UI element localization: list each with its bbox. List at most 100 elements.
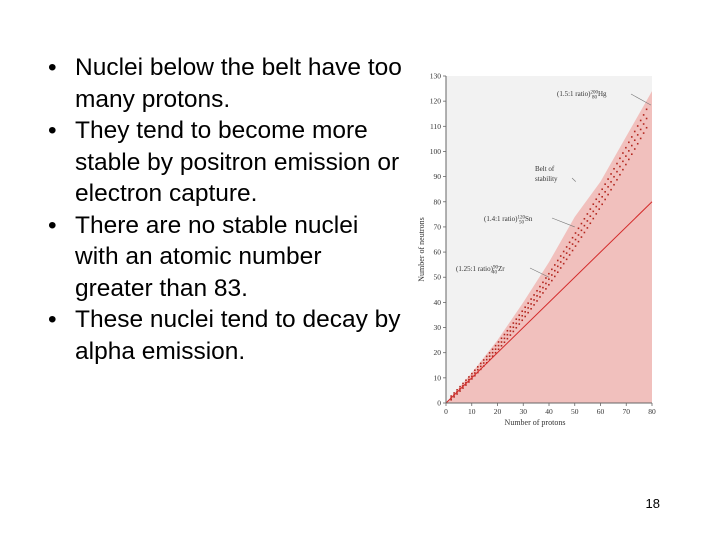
- annotation-label: (1.25:1 ratio)90 40Zr: [456, 265, 505, 276]
- stable-nucleus-point: [497, 341, 500, 343]
- stable-nucleus-point: [628, 150, 630, 152]
- stable-nucleus-point: [622, 168, 624, 171]
- stable-nucleus-point: [636, 134, 639, 136]
- stable-nucleus-point: [636, 142, 639, 145]
- y-tick-label: 40: [434, 298, 442, 307]
- stable-nucleus-point: [536, 300, 538, 302]
- x-tick-label: 40: [545, 407, 553, 416]
- stable-nucleus-point: [536, 295, 538, 297]
- stable-nucleus-point: [521, 319, 524, 322]
- stable-nucleus-point: [530, 303, 532, 305]
- stable-nucleus-point: [474, 374, 476, 377]
- bullet-text: Nuclei below the belt have too many prot…: [75, 54, 402, 113]
- belt-of-stability-chart: 0 10 20 30 40 50 60 70 80 90 100 110 120 130 0 10 20 30 40…: [404, 68, 670, 438]
- stable-nucleus-point: [479, 362, 482, 365]
- stable-nucleus-point: [574, 238, 577, 241]
- bullet-marker: •: [48, 211, 57, 239]
- stable-nucleus-point: [574, 232, 577, 234]
- stable-nucleus-point: [592, 217, 595, 220]
- stable-nucleus-point: [613, 175, 615, 178]
- stable-nucleus-point: [622, 160, 624, 163]
- stable-nucleus-point: [583, 224, 586, 227]
- stable-nucleus-point: [604, 183, 606, 185]
- bullet-list: • Nuclei below the belt have too many pro…: [42, 52, 402, 367]
- stable-nucleus-point: [619, 165, 621, 168]
- stable-nucleus-point: [586, 213, 589, 215]
- stable-nucleus-point: [474, 369, 476, 372]
- stable-nucleus-point: [471, 375, 473, 378]
- stable-nucleus-point: [468, 381, 470, 383]
- stable-nucleus-point: [577, 227, 580, 230]
- bullet-item: • They tend to become more stable by posi…: [42, 115, 402, 210]
- y-tick-label: 60: [434, 248, 442, 257]
- stable-nucleus-point: [494, 348, 497, 350]
- bullet-text: These nuclei tend to decay by alpha emis…: [75, 306, 401, 365]
- stable-nucleus-point: [506, 333, 509, 336]
- x-tick-label: 20: [494, 407, 502, 416]
- stable-nucleus-point: [548, 283, 550, 286]
- stable-nucleus-point: [559, 255, 562, 257]
- stable-nucleus-point: [645, 108, 648, 111]
- y-tick-label: 30: [434, 323, 442, 332]
- stable-nucleus-point: [539, 290, 541, 293]
- stable-nucleus-point: [589, 208, 592, 210]
- stable-nucleus-point: [524, 306, 526, 309]
- stable-nucleus-point: [598, 193, 601, 196]
- stable-nucleus-point: [633, 139, 636, 142]
- stable-nucleus-point: [456, 389, 458, 391]
- stable-nucleus-point: [453, 392, 455, 394]
- stable-nucleus-point: [604, 198, 606, 201]
- bullet-item: • Nuclei below the belt have too many pro…: [42, 52, 402, 115]
- x-tick-label: 0: [444, 407, 448, 416]
- stable-nucleus-point: [465, 379, 467, 382]
- stable-nucleus-point: [506, 329, 509, 332]
- stable-nucleus-point: [459, 390, 461, 392]
- stable-nucleus-point: [474, 372, 476, 374]
- stable-nucleus-point: [577, 240, 580, 243]
- stable-nucleus-point: [506, 337, 509, 340]
- stable-nucleus-point: [553, 269, 556, 272]
- stable-nucleus-point: [622, 152, 624, 154]
- stable-nucleus-point: [610, 188, 612, 191]
- stable-nucleus-point: [619, 157, 621, 160]
- stable-nucleus-point: [553, 275, 556, 278]
- stable-nucleus-point: [625, 155, 627, 157]
- bullet-item: • There are no stable nuclei with an atom…: [42, 210, 402, 305]
- stable-nucleus-point: [616, 162, 618, 165]
- stable-nucleus-point: [551, 274, 553, 276]
- stable-nucleus-point: [562, 256, 565, 259]
- stable-nucleus-point: [518, 318, 521, 321]
- stable-nucleus-point: [565, 252, 568, 254]
- stable-nucleus-point: [491, 348, 494, 351]
- stable-nucleus-point: [628, 141, 630, 144]
- stable-nucleus-point: [512, 322, 515, 324]
- stable-nucleus-point: [577, 234, 580, 236]
- stable-nucleus-point: [604, 191, 606, 193]
- stable-nucleus-point: [571, 249, 574, 252]
- stable-nucleus-point: [539, 285, 541, 288]
- stable-nucleus-point: [595, 198, 598, 201]
- stable-nucleus-point: [512, 330, 515, 333]
- stable-nucleus-point: [639, 128, 642, 131]
- stable-nucleus-point: [465, 381, 467, 384]
- stable-nucleus-point: [462, 382, 464, 385]
- stable-nucleus-point: [628, 158, 630, 161]
- y-tick-label: 120: [430, 97, 442, 106]
- stable-nucleus-point: [491, 351, 494, 354]
- stable-nucleus-point: [556, 271, 559, 274]
- stable-nucleus-point: [553, 264, 556, 266]
- annotation-label: (1.4:1 ratio)120 50Sn: [484, 215, 533, 226]
- stable-nucleus-point: [539, 296, 541, 298]
- stable-nucleus-point: [568, 254, 571, 256]
- stable-nucleus-point: [456, 393, 458, 395]
- stable-nucleus-point: [619, 173, 621, 176]
- stable-nucleus-point: [607, 193, 609, 196]
- y-tick-label: 10: [434, 373, 442, 382]
- annotation-leader: [571, 177, 576, 182]
- bullet-text: They tend to become more stable by posit…: [75, 117, 400, 207]
- bullet-item: • These nuclei tend to decay by alpha emi…: [42, 304, 402, 367]
- stable-nucleus-point: [518, 314, 521, 317]
- stable-nucleus-point: [503, 337, 506, 340]
- x-tick-label: 70: [623, 407, 631, 416]
- stable-nucleus-point: [613, 183, 615, 186]
